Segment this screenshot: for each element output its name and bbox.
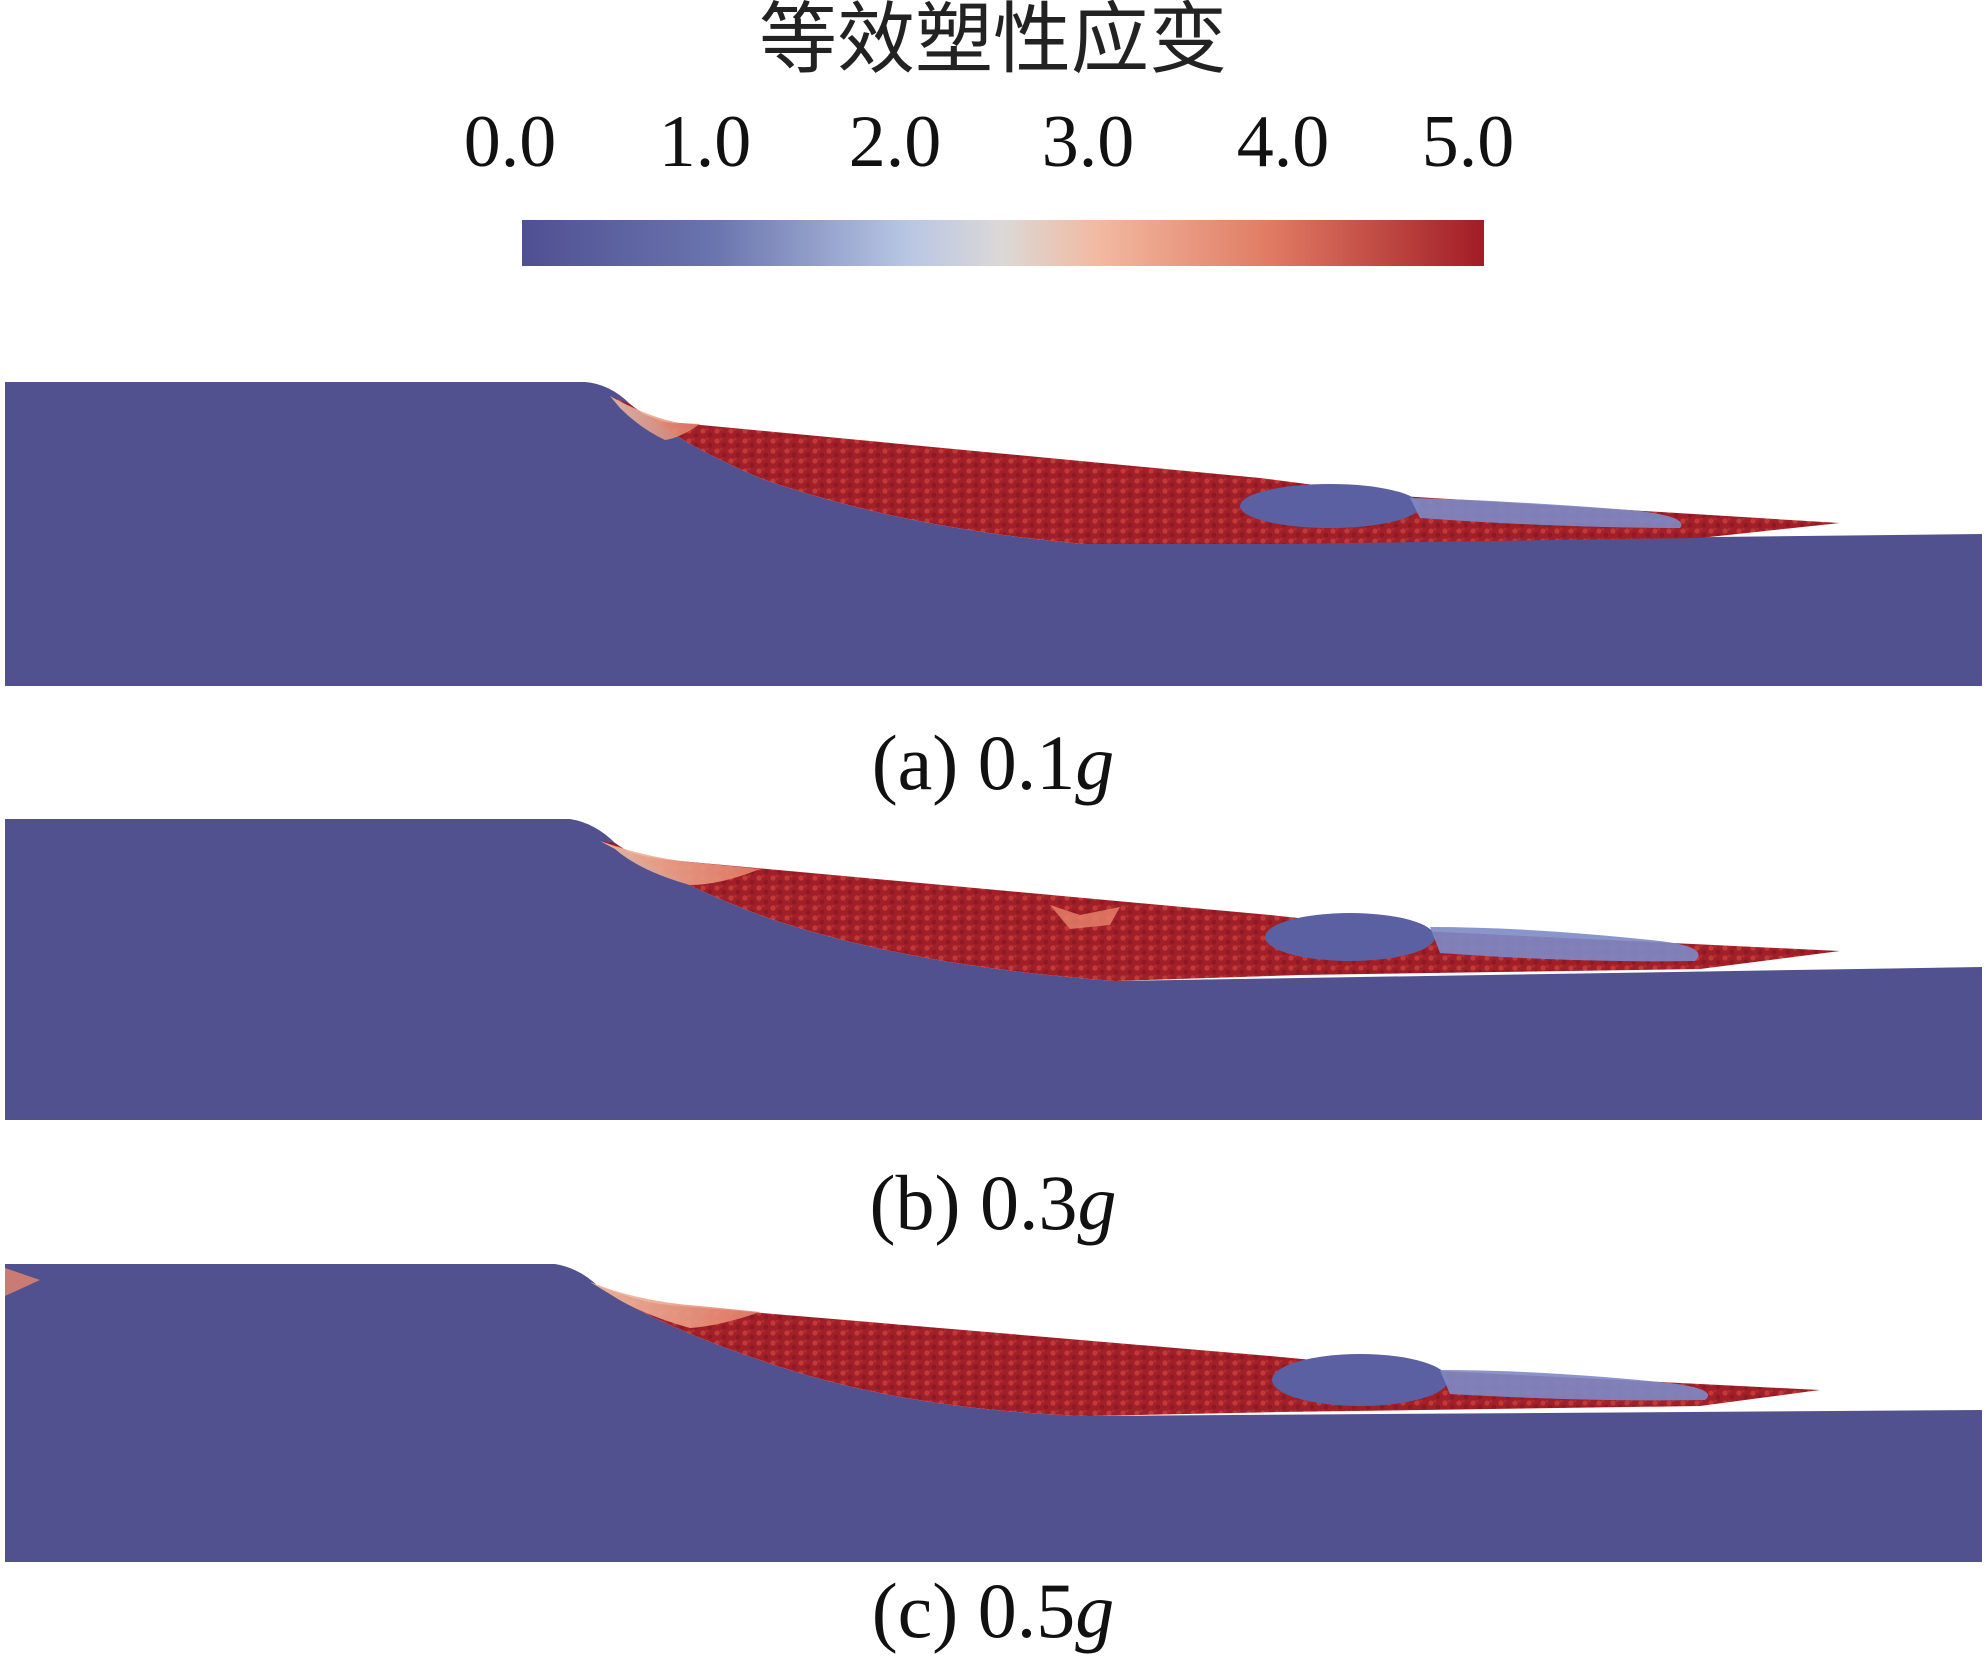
soil-body-a — [5, 382, 1982, 686]
caption-b-unit: g — [1077, 1159, 1117, 1246]
low-strain-bubble-c — [1272, 1354, 1448, 1406]
colorbar-tick-3: 3.0 — [1041, 101, 1135, 183]
colorbar-tick-5: 5.0 — [1421, 101, 1515, 183]
soil-body-b — [5, 819, 1982, 1120]
caption-c: (c) 0.5g — [0, 1568, 1986, 1654]
transition-band-b — [600, 841, 760, 885]
caption-a-label: (a) 0.1 — [871, 719, 1076, 806]
panel-b — [0, 815, 1986, 1125]
panel-b-strain-field — [5, 819, 1982, 1120]
caption-c-unit: g — [1075, 1567, 1115, 1654]
colorbar-tick-1: 1.0 — [658, 101, 752, 183]
low-strain-lens-b — [1430, 927, 1699, 962]
panel-c-strain-field — [5, 1264, 1982, 1562]
caption-a: (a) 0.1g — [0, 720, 1986, 806]
colorbar-title: 等效塑性应变 — [758, 0, 1227, 85]
low-strain-lens-a — [1410, 498, 1682, 528]
panel-c — [0, 1260, 1986, 1565]
low-strain-bubble-b — [1265, 913, 1435, 961]
low-strain-lens-c — [1440, 1370, 1708, 1401]
transition-band-c — [590, 1282, 760, 1328]
low-strain-bubble-a — [1240, 484, 1420, 528]
transition-band-a — [610, 396, 700, 440]
colorbar-tick-4: 4.0 — [1236, 101, 1330, 183]
soil-body-c — [5, 1264, 1982, 1562]
corner-strain-c — [5, 1268, 40, 1296]
panel-a-strain-field — [5, 382, 1982, 686]
colorbar-tick-0: 0.0 — [463, 101, 557, 183]
caption-c-label: (c) 0.5 — [871, 1567, 1076, 1654]
caption-b-label: (b) 0.3 — [869, 1159, 1078, 1246]
caption-a-unit: g — [1075, 719, 1115, 806]
transition-patch-b — [1050, 905, 1120, 929]
caption-b: (b) 0.3g — [0, 1160, 1986, 1246]
colorbar-gradient — [522, 220, 1484, 266]
colorbar-tick-2: 2.0 — [848, 101, 942, 183]
panel-a — [0, 378, 1986, 688]
